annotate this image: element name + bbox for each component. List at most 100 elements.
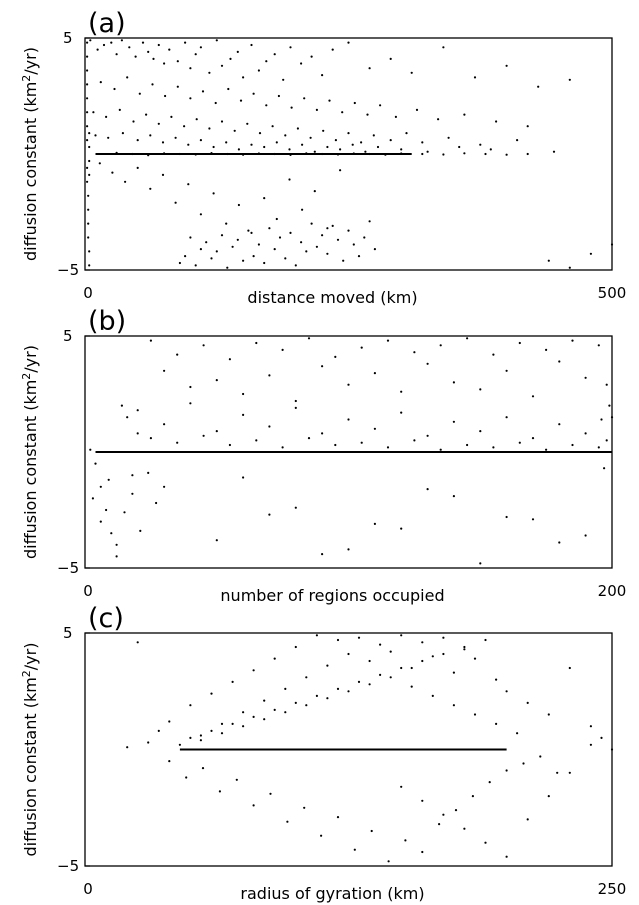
data-point [547, 259, 550, 262]
data-point [410, 666, 413, 670]
data-point [88, 264, 91, 267]
data-point [189, 236, 192, 239]
data-point [413, 351, 416, 354]
data-point [136, 641, 139, 644]
data-point [438, 823, 441, 826]
data-point [373, 522, 376, 526]
data-point [331, 224, 334, 227]
data-point [174, 201, 177, 204]
data-point [405, 132, 408, 135]
data-point [87, 194, 90, 197]
data-point [99, 81, 102, 84]
x-tick-label-max: 500 [598, 284, 627, 302]
data-point [336, 638, 340, 642]
y-axis-label-main: diffusion constant (km [21, 677, 40, 856]
data-point [255, 439, 258, 442]
data-point [242, 476, 245, 479]
data-point [220, 120, 224, 123]
data-point [351, 143, 354, 146]
data-point [463, 152, 466, 155]
y-axis-label-tail: /yr) [21, 643, 40, 671]
panel-b: (b) 5 −50 200 number of regions occupied diff… [20, 306, 626, 605]
data-point [149, 339, 152, 342]
data-point [236, 50, 239, 54]
data-point [178, 743, 181, 746]
data-point [286, 820, 289, 823]
data-point [353, 101, 356, 105]
data-point [187, 183, 190, 186]
data-point [301, 208, 304, 211]
data-point [86, 55, 89, 58]
data-point [568, 266, 571, 269]
data-point [339, 169, 342, 172]
data-point [605, 383, 608, 386]
data-point [389, 650, 392, 653]
data-point [275, 141, 278, 144]
data-point [442, 652, 445, 656]
data-point [242, 76, 245, 79]
data-point [284, 134, 287, 137]
data-point [305, 704, 308, 707]
data-point [194, 53, 197, 56]
data-point [86, 125, 89, 128]
data-point [242, 413, 245, 416]
data-point [366, 113, 369, 116]
data-point [105, 115, 108, 118]
data-point [277, 94, 280, 98]
data-point [368, 683, 371, 686]
data-point [452, 495, 455, 498]
data-point [138, 92, 141, 95]
data-point [220, 234, 224, 237]
data-point [235, 778, 238, 781]
data-point [558, 360, 561, 363]
data-point [189, 402, 192, 405]
data-point [132, 120, 135, 123]
data-point [225, 141, 228, 144]
x-axis-label: number of regions occupied [220, 586, 444, 605]
data-point [237, 203, 240, 207]
y-tick-label-min: −5 [57, 559, 79, 577]
data-point [518, 341, 521, 345]
data-point [88, 173, 91, 176]
data-point [400, 666, 403, 670]
data-point [252, 92, 255, 95]
data-point [284, 711, 287, 714]
y-axis-label-sup: 2 [20, 75, 33, 82]
data-point [326, 227, 329, 230]
data-point [86, 69, 89, 72]
y-axis-label: diffusion constant (km2/yr) [20, 47, 40, 261]
data-point [387, 860, 390, 863]
data-point [556, 771, 559, 774]
x-tick-label-min: 0 [83, 880, 93, 898]
data-point [242, 259, 245, 262]
data-point [252, 255, 255, 258]
data-point [113, 87, 116, 91]
data-point [300, 241, 303, 244]
data-point [331, 48, 334, 51]
data-point [368, 220, 371, 223]
data-point [310, 222, 313, 225]
data-point [281, 348, 284, 351]
data-point [115, 543, 118, 546]
data-point [87, 236, 90, 239]
data-point [155, 501, 158, 505]
data-point [600, 418, 603, 421]
y-tick-label-max: 5 [63, 29, 73, 47]
data-point [600, 736, 603, 740]
data-point [252, 715, 255, 719]
data-point [400, 390, 403, 393]
data-point [215, 430, 218, 433]
data-point [199, 46, 202, 49]
data-point [479, 562, 482, 565]
data-point [189, 704, 192, 707]
data-point [505, 416, 508, 419]
data-point [610, 416, 614, 419]
data-point [157, 122, 160, 125]
data-point [584, 534, 587, 537]
data-point [161, 141, 165, 144]
data-point [107, 136, 110, 139]
data-point [484, 152, 487, 156]
data-point [597, 446, 600, 449]
data-point [120, 39, 123, 42]
